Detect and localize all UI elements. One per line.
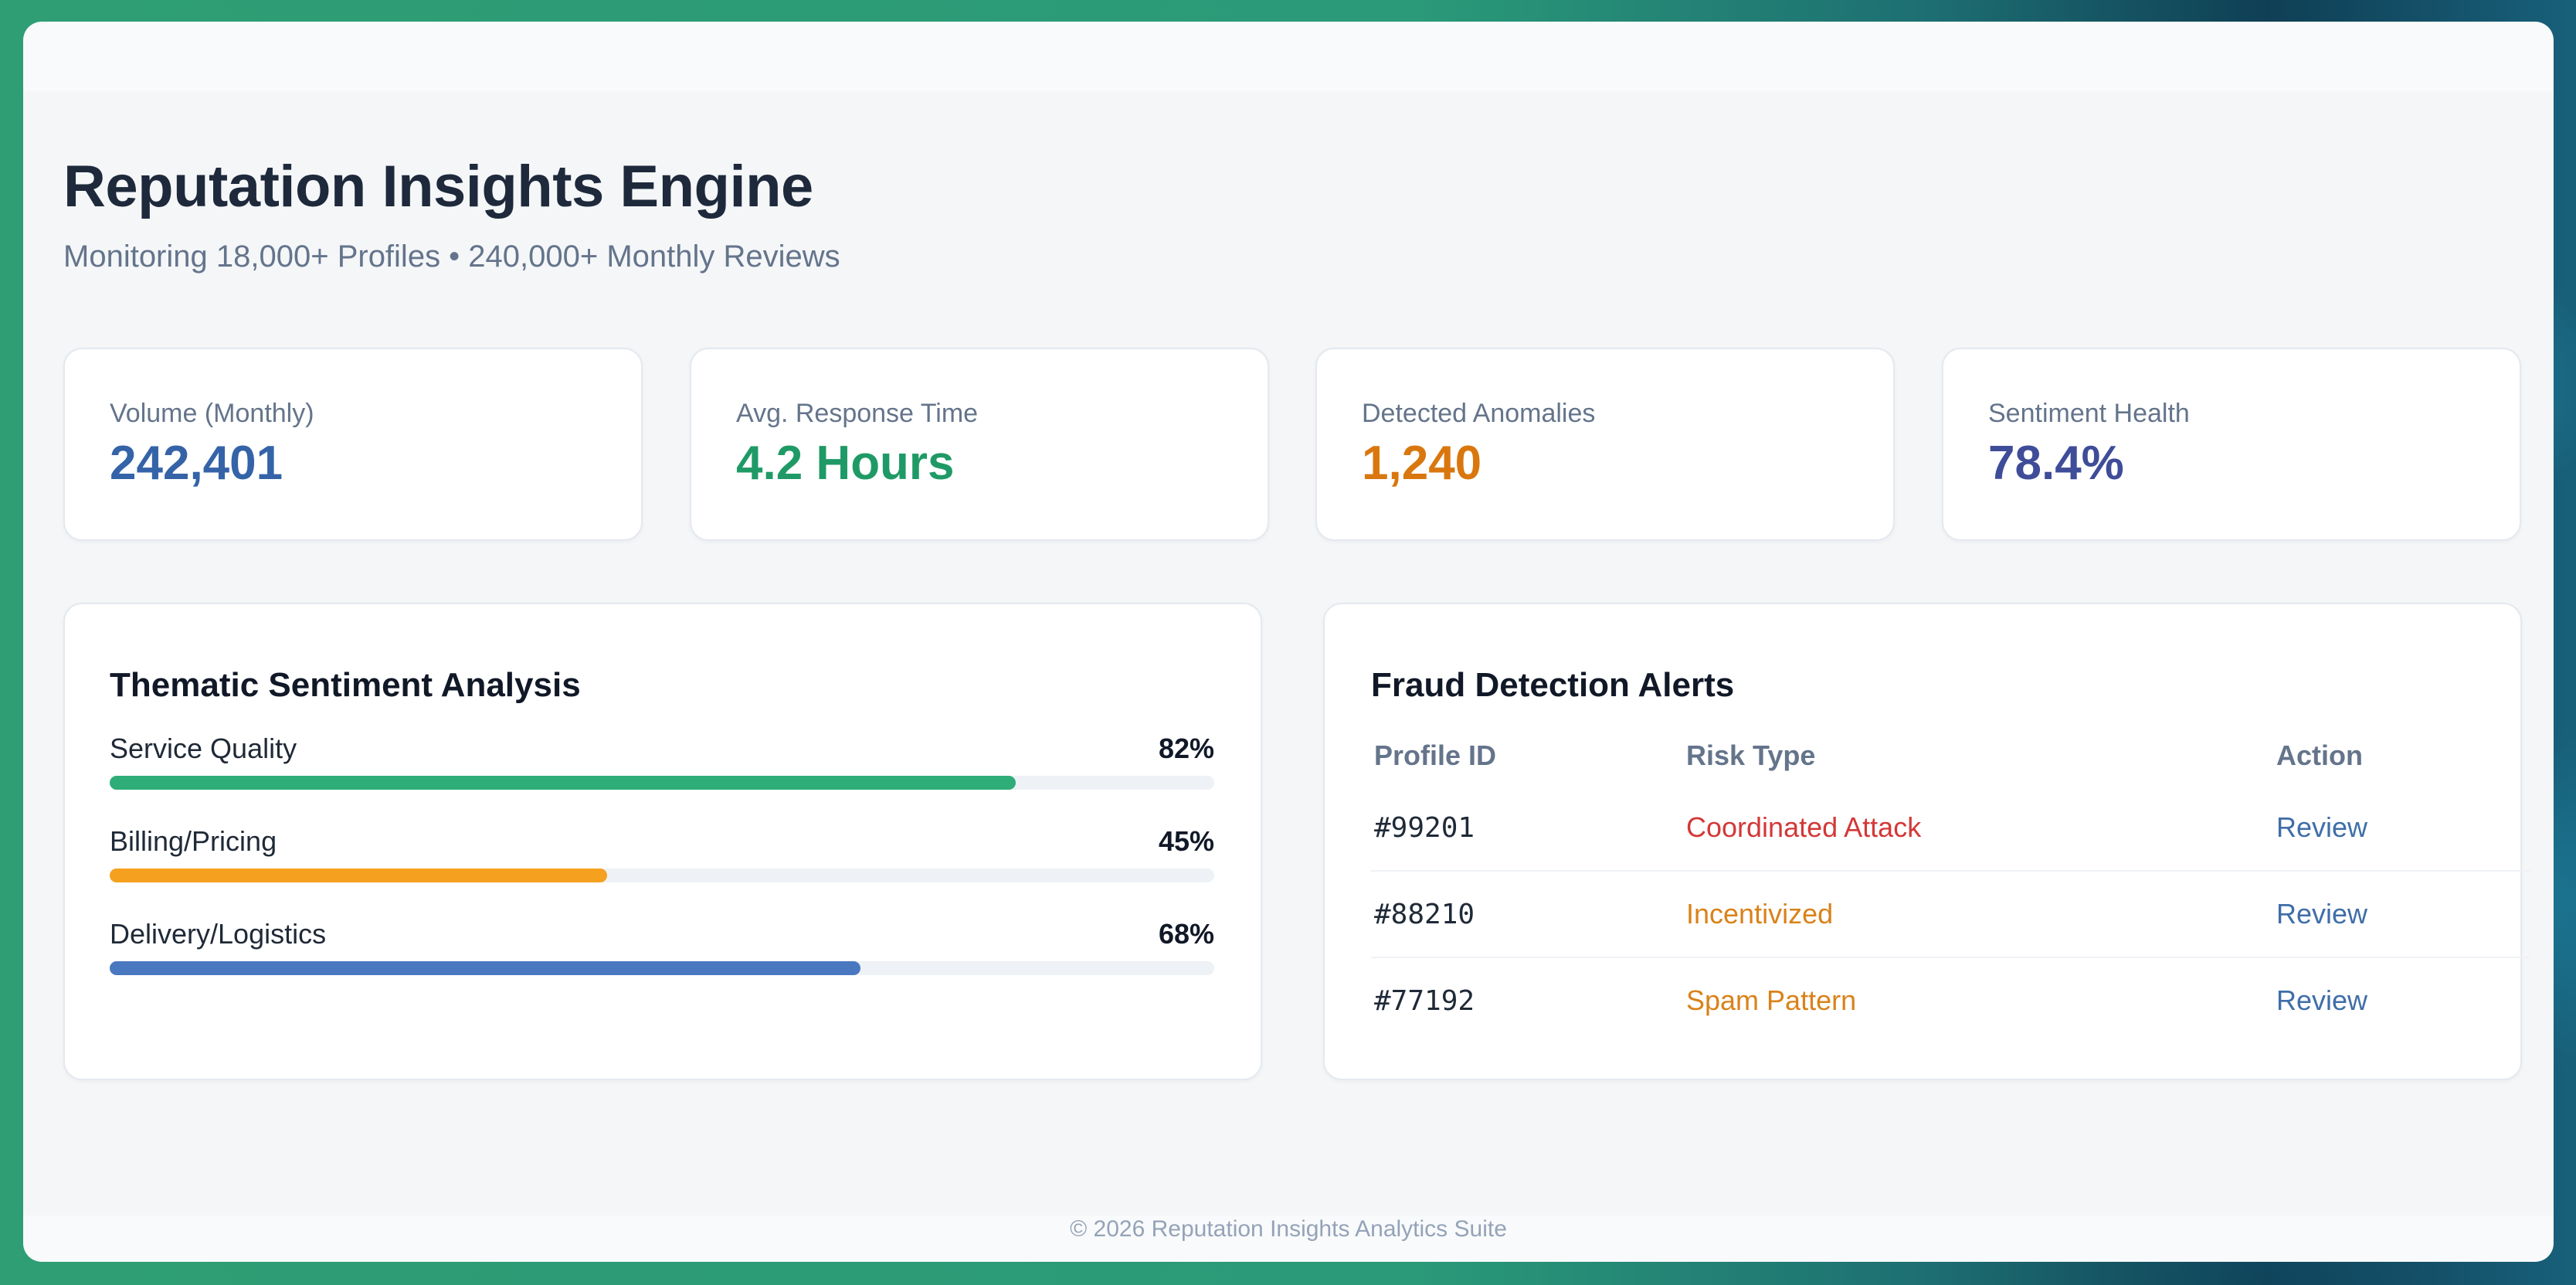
dashboard-page: Reputation Insights Engine Monitoring 18… — [23, 91, 2554, 1242]
app-window: Reputation Insights Engine Monitoring 18… — [23, 22, 2554, 1262]
review-link[interactable]: Review — [2273, 785, 2530, 872]
review-link[interactable]: Review — [2273, 871, 2530, 958]
theme-percent: 82% — [1158, 733, 1214, 764]
table-row: #99201 Coordinated Attack Review — [1371, 785, 2530, 872]
sentiment-panel: Thematic Sentiment Analysis Service Qual… — [63, 603, 1262, 1080]
kpi-card-sentiment-health: Sentiment Health 78.4% — [1942, 348, 2521, 541]
page-subtitle: Monitoring 18,000+ Profiles • 240,000+ M… — [63, 240, 840, 274]
column-header-profile-id: Profile ID — [1374, 739, 1497, 771]
progress-track — [110, 776, 1214, 790]
footer-copyright: © 2026 Reputation Insights Analytics Sui… — [1070, 1216, 1507, 1242]
theme-label: Billing/Pricing — [110, 825, 277, 857]
progress-fill — [110, 869, 607, 882]
table-header-row: Profile ID Risk Type Action — [1371, 726, 2530, 785]
theme-percent: 45% — [1158, 825, 1214, 857]
fraud-alerts-panel: Fraud Detection Alerts Profile ID Risk T… — [1323, 603, 2530, 1080]
kpi-label: Detected Anomalies — [1362, 399, 1596, 428]
column-header-risk-type: Risk Type — [1686, 739, 1816, 771]
kpi-card-volume: Volume (Monthly) 242,401 — [63, 348, 643, 541]
panel-title: Thematic Sentiment Analysis — [110, 666, 581, 704]
column-header-action: Action — [2276, 739, 2363, 771]
panel-title: Fraud Detection Alerts — [1371, 666, 1735, 704]
kpi-label: Sentiment Health — [1988, 399, 2190, 428]
table-row: #88210 Incentivized Review — [1371, 871, 2530, 958]
risk-type-cell: Incentivized — [1683, 871, 2273, 958]
progress-track — [110, 961, 1214, 975]
kpi-card-response-time: Avg. Response Time 4.2 Hours — [690, 348, 1269, 541]
progress-track — [110, 869, 1214, 882]
theme-row-service-quality: Service Quality 82% — [110, 733, 1214, 794]
profile-id-cell: #88210 — [1371, 871, 1683, 958]
review-link[interactable]: Review — [2276, 984, 2368, 1016]
kpi-value: 242,401 — [110, 437, 283, 490]
profile-id-cell: #99201 — [1371, 785, 1683, 872]
theme-percent: 68% — [1158, 918, 1214, 950]
kpi-label: Avg. Response Time — [736, 399, 979, 428]
theme-row-billing-pricing: Billing/Pricing 45% — [110, 825, 1214, 887]
theme-label: Delivery/Logistics — [110, 918, 327, 950]
kpi-value: 1,240 — [1362, 437, 1482, 490]
theme-row-delivery-logistics: Delivery/Logistics 68% — [110, 918, 1214, 980]
fraud-alerts-table: Profile ID Risk Type Action #99201 Coord… — [1371, 726, 2530, 1043]
risk-type-cell: Coordinated Attack — [1683, 785, 2273, 872]
kpi-value: 4.2 Hours — [736, 437, 955, 490]
theme-label: Service Quality — [110, 733, 297, 764]
kpi-card-anomalies: Detected Anomalies 1,240 — [1315, 348, 1895, 541]
page-title: Reputation Insights Engine — [63, 154, 813, 219]
progress-fill — [110, 961, 861, 975]
table-row: #77192 Spam Pattern Review — [1371, 957, 2530, 1043]
risk-type-cell: Spam Pattern — [1686, 984, 1857, 1016]
kpi-label: Volume (Monthly) — [110, 399, 314, 428]
profile-id-cell: #77192 — [1374, 984, 1475, 1017]
progress-fill — [110, 776, 1016, 790]
kpi-value: 78.4% — [1988, 437, 2124, 490]
